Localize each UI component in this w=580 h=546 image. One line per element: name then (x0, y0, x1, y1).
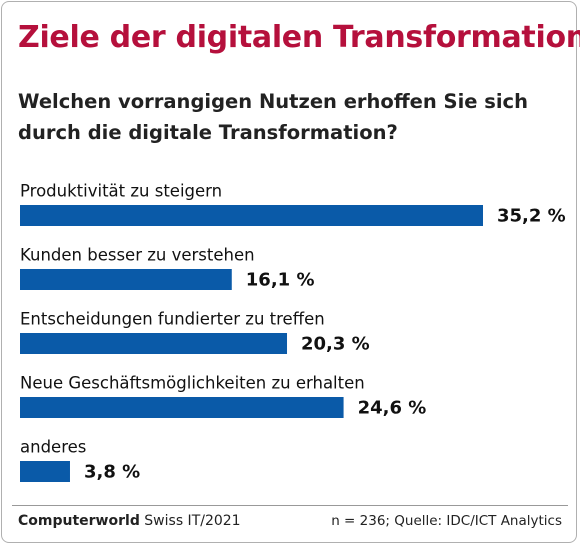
chart-title: Ziele der digitalen Transformation (18, 20, 580, 55)
value-label: 24,6 % (358, 398, 427, 419)
chart-subtitle: Welchen vorrangigen Nutzen erhoffen Sie … (18, 90, 528, 144)
bar (20, 333, 288, 354)
category-label: Kunden besser zu verstehen (20, 246, 255, 265)
value-label: 16,1 % (246, 270, 315, 291)
bar (20, 397, 344, 418)
value-label: 3,8 % (84, 462, 140, 483)
value-label: 35,2 % (497, 206, 566, 227)
source: n = 236; Quelle: IDC/ICT Analytics (331, 513, 562, 529)
footer-rule (12, 505, 568, 506)
footer-credit: Computerworld Swiss IT/2021 (18, 513, 241, 529)
category-label: Produktivität zu steigern (20, 182, 222, 201)
edition: Swiss IT/2021 (144, 513, 241, 529)
category-label: Entscheidungen fundierter zu treffen (20, 310, 325, 329)
category-label: Neue Geschäftsmöglichkeiten zu erhalten (20, 374, 365, 393)
bar (20, 205, 483, 226)
publisher: Computerworld (18, 513, 140, 529)
bar (20, 269, 232, 290)
bar (20, 461, 70, 482)
category-label: anderes (20, 438, 86, 457)
value-label: 20,3 % (301, 334, 370, 355)
